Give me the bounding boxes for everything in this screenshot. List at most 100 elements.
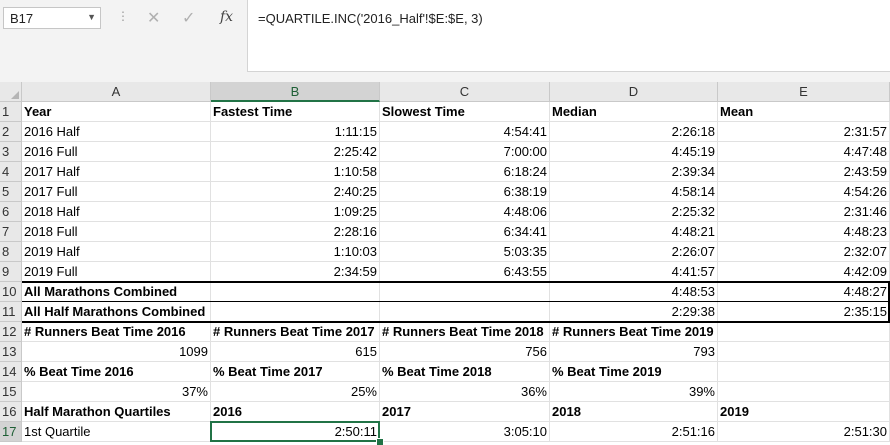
cell-c17[interactable]: 3:05:10 [380,422,550,442]
cell-c4[interactable]: 6:18:24 [380,162,550,182]
cell-e14[interactable] [718,362,890,382]
cell-e4[interactable]: 2:43:59 [718,162,890,182]
cell-d7[interactable]: 4:48:21 [550,222,718,242]
cell-b16[interactable]: 2016 [211,402,380,422]
cell-d16[interactable]: 2018 [550,402,718,422]
cell-e9[interactable]: 4:42:09 [718,262,890,282]
cell-d11[interactable]: 2:29:38 [550,302,718,322]
cell-d1[interactable]: Median [550,102,718,122]
cell-e2[interactable]: 2:31:57 [718,122,890,142]
cell-c7[interactable]: 6:34:41 [380,222,550,242]
cell-c8[interactable]: 5:03:35 [380,242,550,262]
cell-d2[interactable]: 2:26:18 [550,122,718,142]
cell-c10[interactable] [380,282,550,302]
name-box[interactable]: B17 ▼ [3,7,101,29]
cell-b2[interactable]: 1:11:15 [211,122,380,142]
cell-e15[interactable] [718,382,890,402]
chevron-down-icon[interactable]: ▼ [87,12,96,22]
cell-e5[interactable]: 4:54:26 [718,182,890,202]
column-header-d[interactable]: D [550,82,718,102]
row-header-1[interactable]: 1 [0,102,22,122]
cell-e10[interactable]: 4:48:27 [718,282,890,302]
cancel-icon[interactable]: ✕ [147,10,161,27]
cell-a5[interactable]: 2017 Full [22,182,211,202]
cell-a15[interactable]: 37% [22,382,211,402]
cell-c6[interactable]: 4:48:06 [380,202,550,222]
row-header-13[interactable]: 13 [0,342,22,362]
cell-d9[interactable]: 4:41:57 [550,262,718,282]
cell-b1[interactable]: Fastest Time [211,102,380,122]
cell-b4[interactable]: 1:10:58 [211,162,380,182]
cell-e7[interactable]: 4:48:23 [718,222,890,242]
cell-e1[interactable]: Mean [718,102,890,122]
cell-a6[interactable]: 2018 Half [22,202,211,222]
row-header-11[interactable]: 11 [0,302,22,322]
cell-a14[interactable]: % Beat Time 2016 [22,362,211,382]
cell-a13[interactable]: 1099 [22,342,211,362]
cell-c5[interactable]: 6:38:19 [380,182,550,202]
cell-b14[interactable]: % Beat Time 2017 [211,362,380,382]
cell-c2[interactable]: 4:54:41 [380,122,550,142]
row-header-16[interactable]: 16 [0,402,22,422]
cell-a1[interactable]: Year [22,102,211,122]
cell-c12[interactable]: # Runners Beat Time 2018 [380,322,550,342]
row-header-14[interactable]: 14 [0,362,22,382]
cell-a11[interactable]: All Half Marathons Combined [22,302,211,322]
column-header-c[interactable]: C [380,82,550,102]
formula-bar[interactable]: =QUARTILE.INC('2016_Half'!$E:$E, 3) [247,0,890,72]
cell-b17[interactable]: 2:50:11 [211,422,380,442]
cell-a9[interactable]: 2019 Full [22,262,211,282]
cell-a17[interactable]: 1st Quartile [22,422,211,442]
cell-d12[interactable]: # Runners Beat Time 2019 [550,322,718,342]
row-header-3[interactable]: 3 [0,142,22,162]
cell-c14[interactable]: % Beat Time 2018 [380,362,550,382]
cell-a3[interactable]: 2016 Full [22,142,211,162]
cell-b12[interactable]: # Runners Beat Time 2017 [211,322,380,342]
cell-e13[interactable] [718,342,890,362]
cell-c15[interactable]: 36% [380,382,550,402]
row-header-2[interactable]: 2 [0,122,22,142]
cell-e6[interactable]: 2:31:46 [718,202,890,222]
row-header-10[interactable]: 10 [0,282,22,302]
cell-d15[interactable]: 39% [550,382,718,402]
cell-b13[interactable]: 615 [211,342,380,362]
column-header-e[interactable]: E [718,82,890,102]
cell-d4[interactable]: 2:39:34 [550,162,718,182]
cell-c3[interactable]: 7:00:00 [380,142,550,162]
column-header-a[interactable]: A [22,82,211,102]
cell-d13[interactable]: 793 [550,342,718,362]
row-header-6[interactable]: 6 [0,202,22,222]
cell-a4[interactable]: 2017 Half [22,162,211,182]
select-all-corner[interactable] [0,82,22,102]
cell-b10[interactable] [211,282,380,302]
insert-function-icon[interactable]: fx [220,9,234,25]
row-header-12[interactable]: 12 [0,322,22,342]
cell-c11[interactable] [380,302,550,322]
cell-c16[interactable]: 2017 [380,402,550,422]
column-header-b[interactable]: B [211,82,380,102]
cell-d8[interactable]: 2:26:07 [550,242,718,262]
cell-a10[interactable]: All Marathons Combined [22,282,211,302]
cell-e12[interactable] [718,322,890,342]
row-header-5[interactable]: 5 [0,182,22,202]
cell-b8[interactable]: 1:10:03 [211,242,380,262]
fill-handle[interactable] [376,438,384,445]
cell-c1[interactable]: Slowest Time [380,102,550,122]
cell-b9[interactable]: 2:34:59 [211,262,380,282]
cell-e8[interactable]: 2:32:07 [718,242,890,262]
drag-handle-icon[interactable]: ⋮ [117,9,129,23]
cell-e16[interactable]: 2019 [718,402,890,422]
cell-d6[interactable]: 2:25:32 [550,202,718,222]
row-header-7[interactable]: 7 [0,222,22,242]
cell-a7[interactable]: 2018 Full [22,222,211,242]
row-header-8[interactable]: 8 [0,242,22,262]
cell-e11[interactable]: 2:35:15 [718,302,890,322]
cell-e17[interactable]: 2:51:30 [718,422,890,442]
row-header-17[interactable]: 17 [0,422,22,442]
cell-c13[interactable]: 756 [380,342,550,362]
cell-b11[interactable] [211,302,380,322]
row-header-15[interactable]: 15 [0,382,22,402]
cell-c9[interactable]: 6:43:55 [380,262,550,282]
cell-d5[interactable]: 4:58:14 [550,182,718,202]
row-header-9[interactable]: 9 [0,262,22,282]
